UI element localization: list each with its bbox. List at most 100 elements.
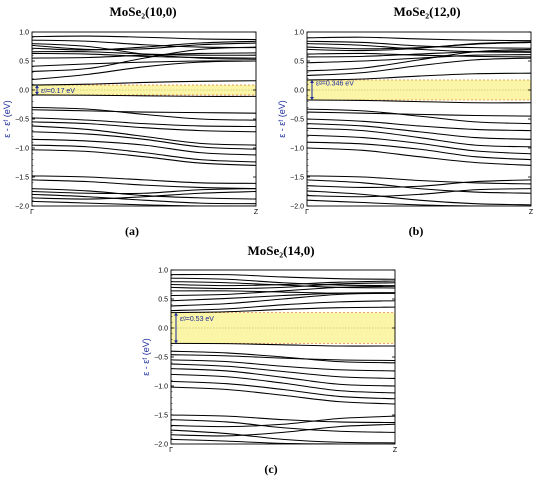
y-tick-label: 0.0: [19, 88, 29, 95]
valence-band-line: [171, 423, 395, 437]
conduction-band-line: [307, 72, 531, 81]
gap-arrow-head-down: [35, 91, 39, 95]
y-axis-label: ε - εᶠ (eV): [141, 338, 151, 376]
y-tick-label: −2.0: [154, 442, 168, 449]
conduction-band-line: [307, 50, 531, 58]
valence-band-line: [171, 354, 395, 362]
valence-band-line: [307, 111, 531, 117]
y-tick-label: 1.0: [294, 30, 304, 37]
gap-arrow-head-down: [174, 340, 178, 344]
valence-band-line: [307, 99, 531, 104]
conduction-band-line: [171, 280, 395, 287]
valence-band-line: [171, 363, 395, 379]
valence-band-line: [307, 134, 531, 155]
valence-band-line: [32, 138, 256, 156]
x-tick-label: Z: [393, 447, 398, 454]
valence-band-line: [32, 125, 256, 146]
valence-band-line: [32, 109, 256, 114]
gap-label: εᵍ=0.346 eV: [316, 81, 354, 88]
valence-band-line: [32, 188, 256, 200]
valence-band-line: [171, 359, 395, 372]
conduction-band-line: [171, 292, 395, 307]
conduction-band-line: [171, 292, 395, 302]
valence-band-line: [307, 188, 531, 198]
valence-band-line: [32, 106, 256, 121]
valence-band-line: [307, 175, 531, 185]
valence-band-line: [171, 415, 395, 428]
conduction-band-line: [32, 51, 256, 56]
y-axis-label: ε - εᶠ (eV): [277, 100, 287, 138]
gap-arrow-head-up: [174, 312, 178, 316]
gap-label: εᵍ=0.17 eV: [41, 88, 75, 95]
valence-band-line: [32, 188, 256, 195]
y-tick-label: −2.0: [290, 204, 304, 211]
valence-band-line: [32, 179, 256, 190]
conduction-band-line: [32, 52, 256, 59]
y-axis-label: ε - εᶠ (eV): [2, 100, 12, 138]
valence-band-line: [171, 414, 395, 424]
valence-band-line: [307, 123, 531, 140]
panel-title: MoSe₂(12,0): [393, 4, 461, 19]
conduction-band-line: [307, 40, 531, 49]
y-tick-label: 0.5: [294, 59, 304, 66]
conduction-band-line: [171, 281, 395, 289]
band-lines: [32, 35, 256, 206]
valence-band-line: [307, 179, 531, 188]
y-tick-label: 1.0: [19, 30, 29, 37]
gap-arrow-head-up: [310, 79, 314, 83]
conduction-band-line: [32, 60, 256, 67]
valence-band-line: [171, 368, 395, 387]
valence-band-line: [307, 179, 531, 194]
valence-band-line: [32, 200, 256, 206]
valence-band-line: [307, 127, 531, 148]
valence-band-line: [307, 190, 531, 206]
valence-band-line: [32, 121, 256, 133]
valence-band-line: [171, 350, 395, 364]
conduction-band-line: [32, 40, 256, 51]
valence-band-line: [32, 190, 256, 200]
panel-title: MoSe₂(14,0): [247, 243, 315, 258]
conduction-band-line: [307, 41, 531, 52]
y-tick-label: 1.0: [158, 268, 168, 275]
valence-band-line: [32, 94, 256, 97]
conduction-band-line: [307, 57, 531, 77]
panel-title: MoSe₂(10,0): [109, 4, 177, 19]
band-structure-chart-a: εᵍ=0.17 eV 1.0 0.5 0.0 −0.5 −1.0 −1.5 −2.0Γ Zε -…: [2, 30, 259, 217]
conduction-band-line: [32, 46, 256, 72]
band-lines: [307, 36, 531, 206]
conduction-band-line: [171, 306, 395, 314]
valence-band-line: [307, 199, 531, 206]
valence-band-line: [32, 117, 256, 128]
conduction-band-line: [32, 52, 256, 59]
y-tick-label: −0.5: [15, 117, 29, 124]
x-tick-label: Γ: [305, 209, 309, 216]
conduction-band-line: [307, 52, 531, 58]
x-tick-label: Γ: [169, 447, 173, 454]
conduction-band-line: [32, 35, 256, 41]
valence-band-line: [32, 144, 256, 163]
valence-band-line: [171, 373, 395, 394]
y-tick-label: −1.5: [15, 175, 29, 182]
conduction-band-line: [307, 54, 531, 64]
conduction-band-line: [171, 273, 395, 280]
y-tick-label: −1.0: [15, 146, 29, 153]
y-tick-label: −1.0: [290, 146, 304, 153]
valence-band-line: [32, 149, 256, 166]
y-tick-label: −1.5: [290, 175, 304, 182]
valence-band-line: [307, 141, 531, 161]
valence-band-line: [307, 118, 531, 132]
conduction-band-line: [32, 80, 256, 86]
band-structure-chart-c: εᵍ=0.53 eV 1.0 0.5 0.0 −0.5 −1.0 −1.5 −2.0Γ Zε -…: [141, 268, 398, 455]
gap-label: εᵍ=0.53 eV: [180, 316, 214, 323]
conduction-band-line: [171, 300, 395, 312]
y-tick-label: −1.5: [154, 413, 168, 420]
band-structure-chart-b: εᵍ=0.346 eV 1.0 0.5 0.0 −0.5 −1.0 −1.5 −2.0Γ Zε …: [277, 30, 534, 217]
conduction-band-line: [171, 277, 395, 287]
conduction-band-line: [32, 42, 256, 51]
panel-caption: (b): [408, 224, 424, 238]
valence-band-line: [171, 342, 395, 347]
conduction-band-line: [32, 39, 256, 49]
valence-band-line: [32, 175, 256, 184]
valence-band-line: [32, 193, 256, 205]
conduction-band-line: [32, 60, 256, 81]
